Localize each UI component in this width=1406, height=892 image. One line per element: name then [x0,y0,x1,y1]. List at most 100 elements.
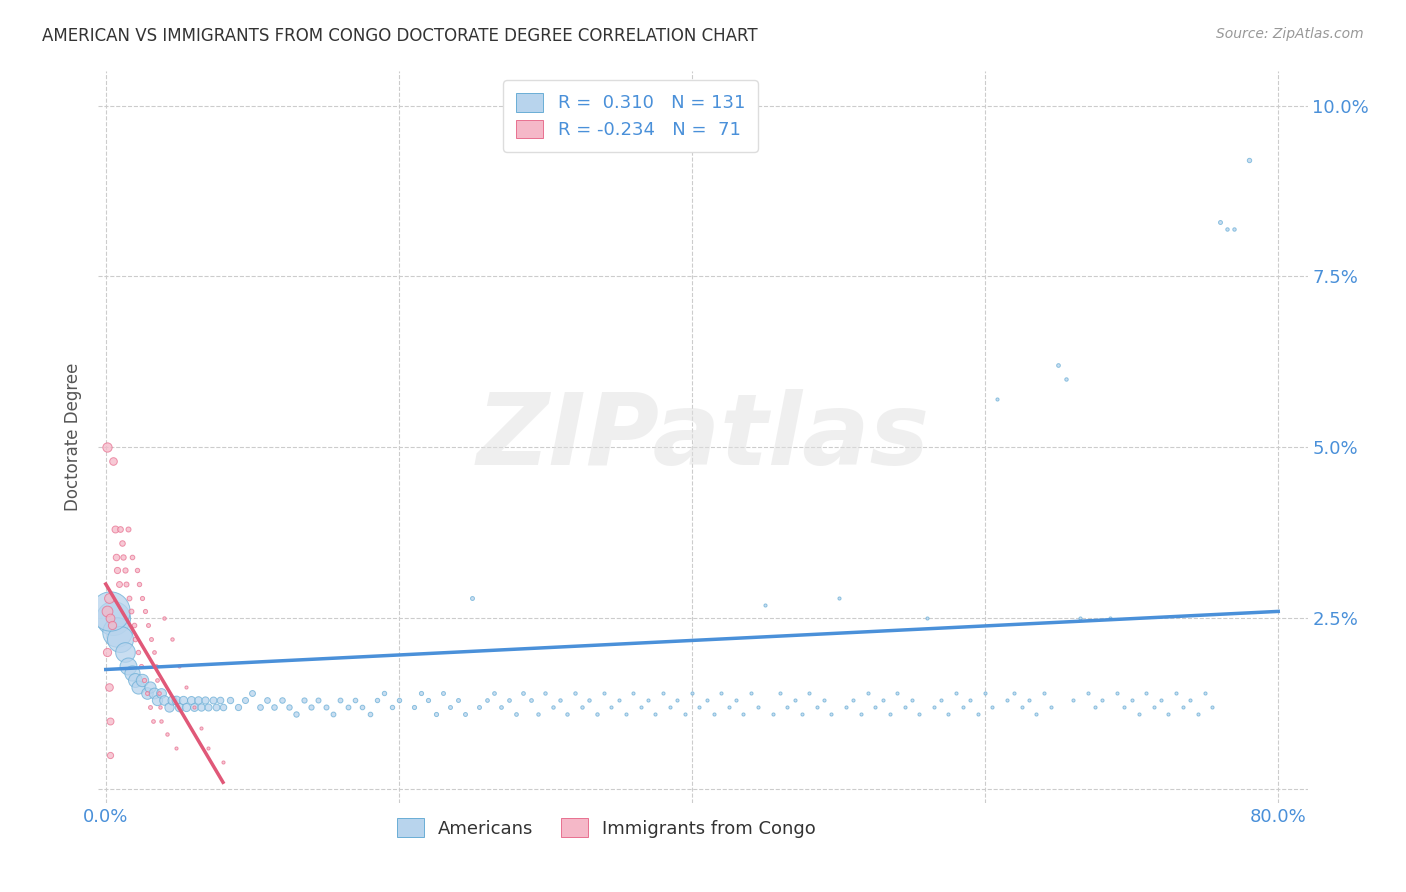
Point [1091,693,1114,707]
Point [491,700,513,714]
Point [136,618,159,632]
Point [1047,359,1070,373]
Point [1025,706,1047,721]
Point [637,693,659,707]
Y-axis label: Doctorate Degree: Doctorate Degree [65,363,83,511]
Point [121,665,143,680]
Point [329,693,352,707]
Point [630,700,652,714]
Point [270,693,292,707]
Point [115,577,138,591]
Point [180,693,202,707]
Point [520,693,543,707]
Point [1011,700,1033,714]
Point [959,693,981,707]
Point [1004,686,1026,700]
Point [776,700,799,714]
Point [966,706,988,721]
Point [183,700,205,714]
Point [1032,686,1054,700]
Point [505,706,527,721]
Point [187,693,209,707]
Point [204,700,226,714]
Point [172,693,194,707]
Point [475,693,498,707]
Point [150,714,173,728]
Point [1216,221,1239,235]
Point [1062,693,1084,707]
Point [128,577,150,591]
Point [125,563,148,577]
Point [402,700,425,714]
Point [96,604,118,618]
Point [1164,686,1187,700]
Point [322,706,344,721]
Point [146,673,169,687]
Point [981,700,1004,714]
Point [724,693,747,707]
Point [666,693,689,707]
Point [849,706,872,721]
Point [315,700,337,714]
Point [138,680,160,694]
Point [454,706,477,721]
Point [142,714,165,728]
Point [299,700,322,714]
Point [856,686,879,700]
Point [190,700,212,714]
Point [557,706,579,721]
Point [112,549,135,564]
Point [285,706,308,721]
Point [717,700,740,714]
Point [747,700,769,714]
Point [922,700,945,714]
Point [879,706,901,721]
Point [762,706,785,721]
Point [621,686,644,700]
Point [842,693,865,707]
Point [783,693,806,707]
Point [101,611,124,625]
Point [1201,700,1223,714]
Point [127,680,149,694]
Point [149,700,172,714]
Point [157,700,180,714]
Point [512,686,534,700]
Point [908,706,931,721]
Point [380,700,402,714]
Point [153,611,176,625]
Point [929,693,952,707]
Point [806,700,828,714]
Point [498,693,520,707]
Point [111,536,134,550]
Point [156,727,179,741]
Point [343,693,366,707]
Point [373,686,395,700]
Text: AMERICAN VS IMMIGRANTS FROM CONGO DOCTORATE DEGREE CORRELATION CHART: AMERICAN VS IMMIGRANTS FROM CONGO DOCTOR… [42,27,758,45]
Point [1150,693,1173,707]
Point [336,700,359,714]
Point [1171,700,1194,714]
Point [117,522,139,536]
Point [307,693,329,707]
Point [150,686,173,700]
Point [1187,706,1209,721]
Point [97,591,120,605]
Point [681,686,703,700]
Point [96,440,118,454]
Point [886,686,908,700]
Point [1143,700,1166,714]
Point [740,686,762,700]
Point [995,693,1018,707]
Point [688,700,710,714]
Point [135,686,157,700]
Point [240,686,263,700]
Point [945,686,967,700]
Point [418,693,440,707]
Point [446,693,468,707]
Point [121,549,143,564]
Point [145,659,167,673]
Point [219,693,242,707]
Point [105,549,128,564]
Point [1105,686,1128,700]
